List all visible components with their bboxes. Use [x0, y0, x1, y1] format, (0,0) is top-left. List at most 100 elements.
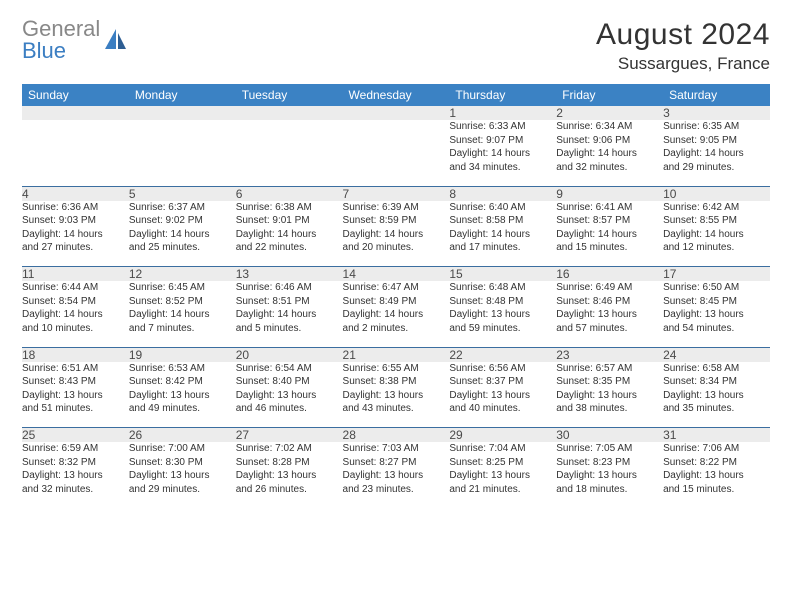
- day-info-line: Daylight: 14 hours: [556, 147, 663, 161]
- day-content-row: Sunrise: 6:44 AMSunset: 8:54 PMDaylight:…: [22, 281, 770, 347]
- day-number: 6: [236, 186, 343, 201]
- day-info-line: and 35 minutes.: [663, 402, 770, 416]
- day-info-line: Sunset: 8:25 PM: [449, 456, 556, 470]
- day-cell: Sunrise: 6:35 AMSunset: 9:05 PMDaylight:…: [663, 120, 770, 186]
- day-content-row: Sunrise: 6:59 AMSunset: 8:32 PMDaylight:…: [22, 442, 770, 508]
- day-number: 29: [449, 428, 556, 443]
- day-cell: Sunrise: 6:49 AMSunset: 8:46 PMDaylight:…: [556, 281, 663, 347]
- weekday-header: Monday: [129, 84, 236, 106]
- day-cell: Sunrise: 7:05 AMSunset: 8:23 PMDaylight:…: [556, 442, 663, 508]
- day-info-line: Sunset: 8:59 PM: [343, 214, 450, 228]
- day-info-line: and 29 minutes.: [663, 161, 770, 175]
- day-number-row: 18192021222324: [22, 347, 770, 362]
- day-info-line: Sunset: 8:38 PM: [343, 375, 450, 389]
- day-number: 4: [22, 186, 129, 201]
- day-info-line: Daylight: 13 hours: [22, 469, 129, 483]
- day-info-line: Sunrise: 6:39 AM: [343, 201, 450, 215]
- day-info-line: Sunrise: 7:02 AM: [236, 442, 343, 456]
- day-info-line: Sunrise: 6:35 AM: [663, 120, 770, 134]
- day-info-line: Sunrise: 6:56 AM: [449, 362, 556, 376]
- day-number: 24: [663, 347, 770, 362]
- day-info-line: Sunrise: 6:45 AM: [129, 281, 236, 295]
- day-cell: Sunrise: 6:57 AMSunset: 8:35 PMDaylight:…: [556, 362, 663, 428]
- logo-word-2: Blue: [22, 38, 66, 63]
- day-info-line: Sunset: 8:58 PM: [449, 214, 556, 228]
- logo-text: General Blue: [22, 18, 100, 62]
- day-info-line: Sunrise: 7:03 AM: [343, 442, 450, 456]
- page-title: August 2024: [596, 18, 770, 52]
- day-cell: Sunrise: 6:53 AMSunset: 8:42 PMDaylight:…: [129, 362, 236, 428]
- day-number: 8: [449, 186, 556, 201]
- day-info-line: Sunrise: 6:46 AM: [236, 281, 343, 295]
- day-cell: Sunrise: 6:39 AMSunset: 8:59 PMDaylight:…: [343, 201, 450, 267]
- day-cell: Sunrise: 6:38 AMSunset: 9:01 PMDaylight:…: [236, 201, 343, 267]
- day-info-line: Daylight: 13 hours: [449, 389, 556, 403]
- day-info-line: Sunset: 8:34 PM: [663, 375, 770, 389]
- title-block: August 2024 Sussargues, France: [596, 18, 770, 74]
- day-info-line: Sunset: 9:06 PM: [556, 134, 663, 148]
- day-info-line: Sunset: 8:37 PM: [449, 375, 556, 389]
- day-cell: Sunrise: 6:58 AMSunset: 8:34 PMDaylight:…: [663, 362, 770, 428]
- day-info-line: Sunset: 8:52 PM: [129, 295, 236, 309]
- day-number: 14: [343, 267, 450, 282]
- day-info-line: and 57 minutes.: [556, 322, 663, 336]
- day-info-line: and 46 minutes.: [236, 402, 343, 416]
- day-info-line: Sunrise: 7:04 AM: [449, 442, 556, 456]
- day-number: 9: [556, 186, 663, 201]
- day-info-line: and 51 minutes.: [22, 402, 129, 416]
- day-info-line: and 29 minutes.: [129, 483, 236, 497]
- day-number: 18: [22, 347, 129, 362]
- logo: General Blue: [22, 18, 128, 62]
- day-info-line: Sunset: 8:51 PM: [236, 295, 343, 309]
- day-info-line: Sunrise: 6:59 AM: [22, 442, 129, 456]
- day-cell: Sunrise: 6:59 AMSunset: 8:32 PMDaylight:…: [22, 442, 129, 508]
- day-number: 15: [449, 267, 556, 282]
- calendar-body: 123Sunrise: 6:33 AMSunset: 9:07 PMDaylig…: [22, 106, 770, 508]
- day-info-line: Sunrise: 6:44 AM: [22, 281, 129, 295]
- day-info-line: Sunset: 8:42 PM: [129, 375, 236, 389]
- day-number-row: 11121314151617: [22, 267, 770, 282]
- day-info-line: Daylight: 13 hours: [663, 469, 770, 483]
- day-number: 21: [343, 347, 450, 362]
- day-cell: Sunrise: 6:41 AMSunset: 8:57 PMDaylight:…: [556, 201, 663, 267]
- day-number: 31: [663, 428, 770, 443]
- day-info-line: Sunrise: 7:00 AM: [129, 442, 236, 456]
- day-info-line: and 40 minutes.: [449, 402, 556, 416]
- weekday-header: Saturday: [663, 84, 770, 106]
- day-info-line: and 15 minutes.: [663, 483, 770, 497]
- weekday-header: Wednesday: [343, 84, 450, 106]
- day-info-line: Daylight: 14 hours: [129, 308, 236, 322]
- day-info-line: Sunset: 9:03 PM: [22, 214, 129, 228]
- day-number: 11: [22, 267, 129, 282]
- day-info-line: and 26 minutes.: [236, 483, 343, 497]
- day-info-line: Daylight: 14 hours: [449, 228, 556, 242]
- day-info-line: Sunrise: 6:34 AM: [556, 120, 663, 134]
- day-info-line: Sunrise: 6:49 AM: [556, 281, 663, 295]
- day-cell: Sunrise: 6:37 AMSunset: 9:02 PMDaylight:…: [129, 201, 236, 267]
- day-info-line: Sunrise: 6:55 AM: [343, 362, 450, 376]
- weekday-header: Friday: [556, 84, 663, 106]
- day-info-line: Sunset: 8:23 PM: [556, 456, 663, 470]
- day-cell: Sunrise: 6:54 AMSunset: 8:40 PMDaylight:…: [236, 362, 343, 428]
- day-number: [22, 106, 129, 120]
- day-info-line: and 15 minutes.: [556, 241, 663, 255]
- day-info-line: Daylight: 14 hours: [343, 228, 450, 242]
- sail-icon: [102, 27, 128, 53]
- day-info-line: and 43 minutes.: [343, 402, 450, 416]
- day-cell: Sunrise: 7:02 AMSunset: 8:28 PMDaylight:…: [236, 442, 343, 508]
- day-info-line: Daylight: 13 hours: [129, 469, 236, 483]
- header: General Blue August 2024 Sussargues, Fra…: [22, 18, 770, 74]
- weekday-header-row: Sunday Monday Tuesday Wednesday Thursday…: [22, 84, 770, 106]
- day-info-line: Sunset: 8:32 PM: [22, 456, 129, 470]
- day-cell: Sunrise: 6:45 AMSunset: 8:52 PMDaylight:…: [129, 281, 236, 347]
- day-info-line: Daylight: 14 hours: [22, 308, 129, 322]
- day-info-line: and 38 minutes.: [556, 402, 663, 416]
- day-info-line: Daylight: 13 hours: [236, 469, 343, 483]
- day-info-line: and 32 minutes.: [556, 161, 663, 175]
- day-info-line: Sunrise: 6:54 AM: [236, 362, 343, 376]
- day-cell: Sunrise: 6:40 AMSunset: 8:58 PMDaylight:…: [449, 201, 556, 267]
- day-cell: Sunrise: 7:00 AMSunset: 8:30 PMDaylight:…: [129, 442, 236, 508]
- day-info-line: Sunrise: 6:50 AM: [663, 281, 770, 295]
- day-number: [129, 106, 236, 120]
- day-cell: Sunrise: 6:48 AMSunset: 8:48 PMDaylight:…: [449, 281, 556, 347]
